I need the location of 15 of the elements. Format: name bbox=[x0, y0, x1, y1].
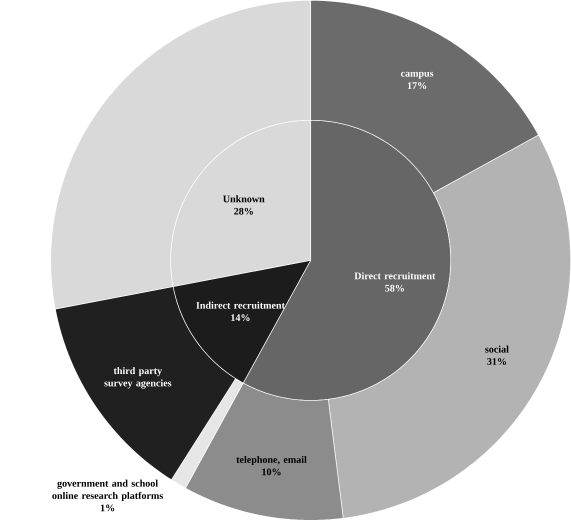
slice-label: government and school online research platforms bbox=[52, 480, 163, 502]
data-label: 10% bbox=[262, 468, 281, 476]
slice-label: third party survey agencies bbox=[104, 367, 172, 389]
slice-label: Direct recruitment bbox=[354, 272, 436, 280]
slice-label: Unknown bbox=[223, 195, 265, 203]
slice-label: campus bbox=[400, 72, 434, 79]
slice-label: telephone, email bbox=[236, 456, 307, 466]
slice-label: Indirect recruitment bbox=[196, 302, 285, 309]
data-label: 28% bbox=[234, 208, 253, 215]
data-label: 1% bbox=[100, 504, 114, 512]
slice-label: social bbox=[485, 346, 509, 353]
data-label: 58% bbox=[385, 284, 404, 292]
data-label: 31% bbox=[487, 358, 506, 366]
data-label: 14% bbox=[231, 314, 250, 322]
data-label: 17% bbox=[408, 82, 426, 90]
